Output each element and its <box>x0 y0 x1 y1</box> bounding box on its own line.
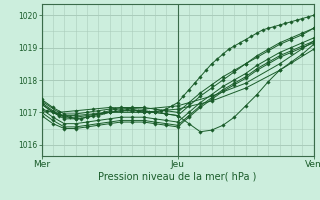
X-axis label: Pression niveau de la mer( hPa ): Pression niveau de la mer( hPa ) <box>99 172 257 182</box>
